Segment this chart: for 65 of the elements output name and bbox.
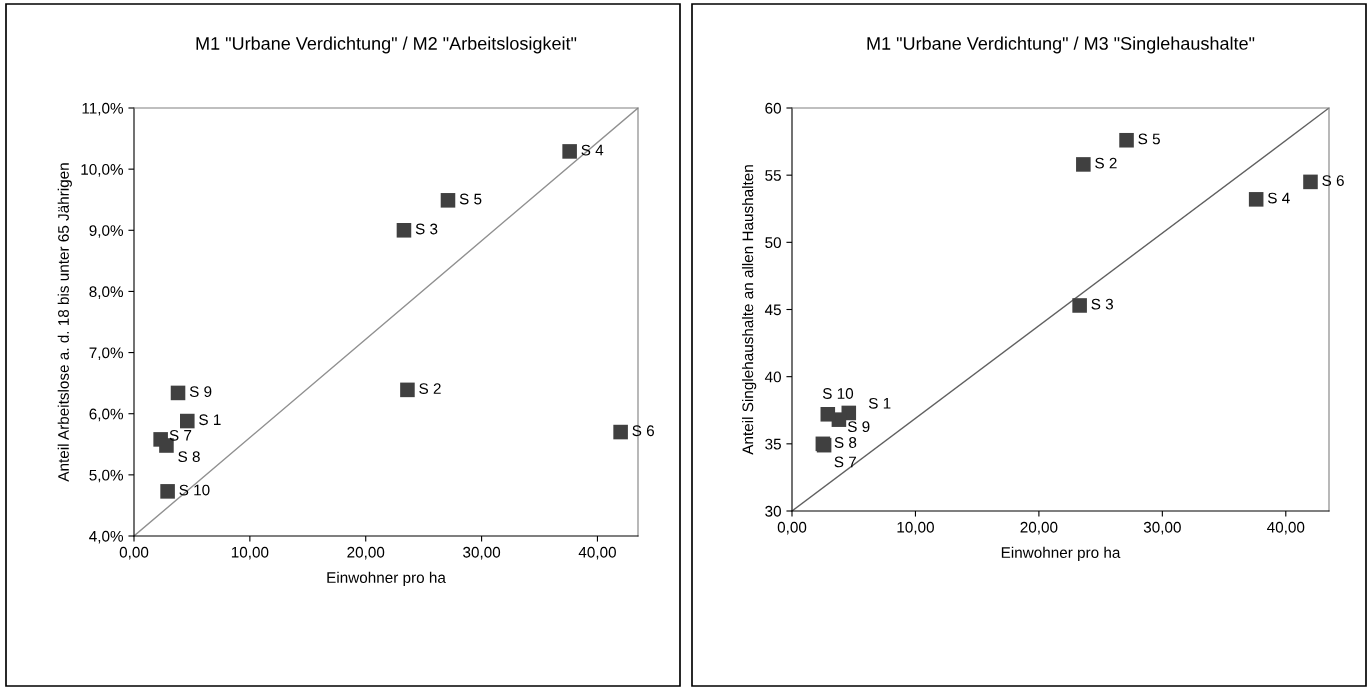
x-tick-label: 0,00 (777, 521, 807, 535)
annotation: S 10 (822, 388, 854, 399)
y-tick-label: 4,0% (89, 530, 124, 544)
point (1248, 192, 1264, 207)
annotation: S 2 (1095, 157, 1117, 169)
annotation: S 6 (1322, 175, 1344, 186)
annotation: S 2 (419, 383, 441, 394)
annotation: S 3 (415, 223, 438, 235)
point (1303, 174, 1318, 190)
x-tick-label: 20,00 (1020, 521, 1058, 535)
annotation: S 7 (834, 456, 856, 468)
point (820, 407, 836, 422)
chart-title: M1 "Urbane Verdichtung" / M2 "Arbeitslosigkeit" (196, 36, 577, 54)
chart-title: M1 "Urbane Verdichtung" / M3 "Singlehaushalte" (867, 36, 1255, 54)
y-tick-label: 45 (764, 304, 781, 316)
y-axis-title: Anteil Singlehaushalte an allen Haushalten (742, 165, 757, 455)
point (180, 413, 195, 429)
point (1072, 298, 1087, 313)
y-tick-label: 9,0% (89, 225, 124, 238)
point (440, 193, 456, 208)
y-tick-label: 35 (765, 438, 781, 450)
x-tick-label: 10,00 (897, 521, 934, 535)
y-tick-label: 6,0% (89, 408, 124, 422)
annotation: S 5 (459, 193, 482, 205)
y-tick-label: 60 (765, 102, 781, 114)
x-tick-label: 30,00 (463, 546, 501, 560)
y-tick-label: 40 (764, 371, 781, 383)
point (613, 424, 628, 440)
annotation: S 4 (581, 144, 604, 156)
x-tick-label: 40,00 (1267, 521, 1305, 535)
point (160, 484, 175, 499)
annotation: S 8 (178, 451, 200, 463)
annotation: S 3 (1091, 298, 1114, 310)
annotation: S 9 (847, 421, 870, 433)
point (170, 385, 186, 401)
y-tick-label: 55 (765, 170, 781, 181)
y-tick-label: 5,0% (89, 469, 124, 483)
point (562, 144, 577, 159)
annotation: S 6 (632, 425, 654, 437)
annotation: S 1 (199, 414, 221, 426)
annotation: S 10 (179, 484, 210, 496)
x-tick-label: 10,00 (231, 546, 269, 560)
annotation: S 7 (169, 429, 192, 441)
x-tick-label: 30,00 (1143, 521, 1181, 535)
point (400, 382, 415, 398)
x-tick-label: 40,00 (578, 546, 616, 560)
y-axis-title: Anteil Arbeitslose a. d. 18 bis unter 65 Jährigen (57, 163, 72, 482)
y-tick-label: 11,0% (82, 102, 124, 116)
x-tick-label: 20,00 (347, 546, 385, 560)
x-axis-title: Einwohner pro ha (1001, 546, 1121, 562)
y-tick-label: 30 (765, 505, 781, 517)
annotation: S 4 (1267, 192, 1290, 204)
annotation: S 9 (189, 386, 212, 398)
point (1119, 132, 1134, 148)
x-axis-title: Einwohner pro ha (327, 571, 446, 587)
point (396, 223, 412, 238)
annotation: S 8 (834, 437, 857, 448)
point (1076, 157, 1091, 172)
x-tick-label: 0,00 (119, 546, 149, 560)
y-tick-label: 50 (765, 237, 781, 249)
annotation: S 5 (1138, 133, 1160, 145)
y-tick-label: 8,0% (89, 286, 124, 299)
y-tick-label: 7,0% (89, 347, 124, 361)
annotation: S 1 (868, 397, 891, 409)
y-tick-label: 10,0% (81, 164, 124, 177)
